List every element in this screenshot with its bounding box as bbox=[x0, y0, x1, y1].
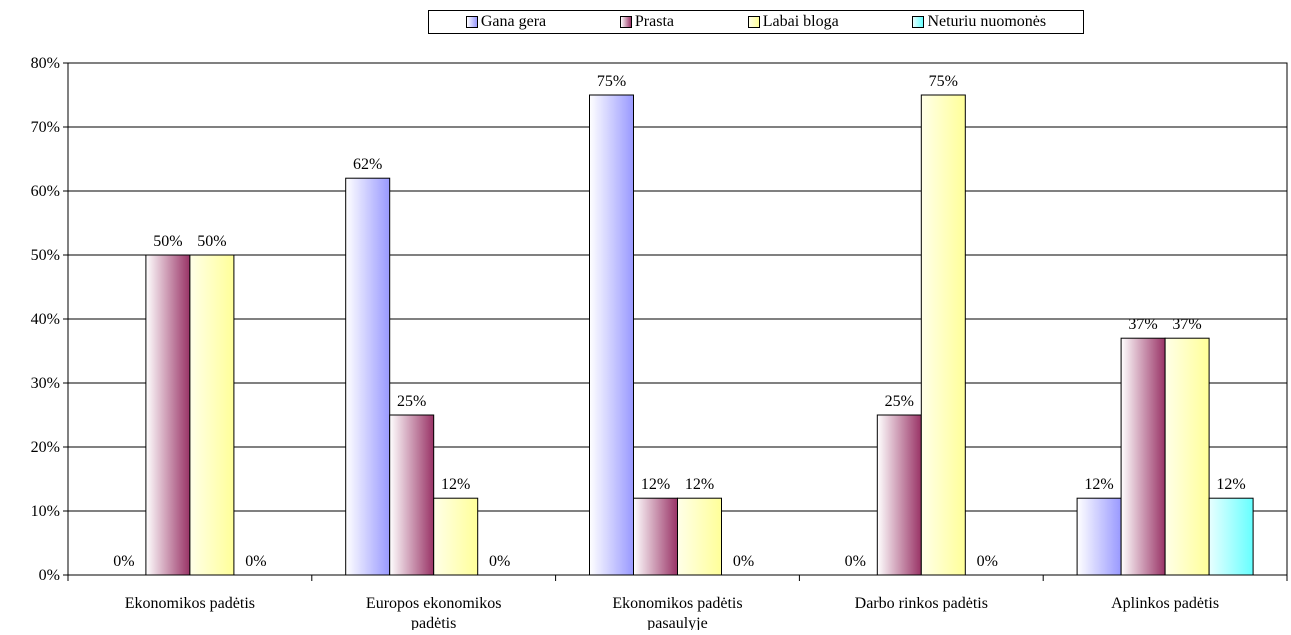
legend-label: Neturiu nuomonės bbox=[927, 13, 1047, 30]
y-tick-label: 10% bbox=[31, 503, 60, 520]
data-label: 50% bbox=[197, 233, 226, 250]
legend-label: Gana gera bbox=[480, 13, 547, 30]
bar bbox=[633, 497, 678, 576]
data-label: 0% bbox=[113, 553, 134, 570]
legend-item: Neturiu nuomonės bbox=[912, 13, 1046, 31]
bar bbox=[189, 254, 235, 576]
axes bbox=[63, 62, 1288, 581]
x-tick-label: pasaulyje bbox=[647, 615, 707, 630]
data-label: 25% bbox=[397, 393, 426, 410]
data-label: 62% bbox=[353, 156, 382, 173]
bar bbox=[677, 497, 722, 576]
legend-item: Prasta bbox=[619, 13, 674, 31]
data-label: 75% bbox=[597, 73, 626, 90]
legend-item: Gana gera bbox=[465, 13, 547, 31]
bar bbox=[1164, 337, 1210, 576]
legend-swatch bbox=[619, 16, 632, 28]
y-tick-label: 70% bbox=[31, 119, 60, 136]
bar bbox=[345, 177, 391, 576]
data-label: 12% bbox=[1084, 476, 1113, 493]
data-label: 12% bbox=[641, 476, 670, 493]
labels: 0% 10% 20% 30% 40% 50% 60% 70% 80% 0% 50% 50% 0% Ekon… bbox=[31, 55, 1246, 632]
x-tick-label: Darbo rinkos padėtis bbox=[855, 595, 988, 612]
data-label: 0% bbox=[489, 553, 510, 570]
bar bbox=[589, 94, 634, 576]
bars bbox=[145, 94, 1254, 576]
legend-swatch bbox=[465, 16, 478, 28]
data-label: 12% bbox=[441, 476, 470, 493]
data-label: 37% bbox=[1128, 316, 1157, 333]
x-tick-label: Aplinkos padėtis bbox=[1111, 595, 1219, 612]
data-label: 25% bbox=[885, 393, 914, 410]
x-tick-label: padėtis bbox=[411, 615, 456, 630]
legend-label: Labai bloga bbox=[762, 13, 839, 30]
y-tick-label: 50% bbox=[31, 247, 60, 264]
bar bbox=[389, 414, 435, 576]
legend-swatch bbox=[747, 16, 760, 28]
chart-legend: Gana gera Prasta Labai bloga Neturiu nuomon… bbox=[428, 10, 1084, 34]
x-tick-label: Ekonomikos padėtis bbox=[125, 595, 255, 612]
bar bbox=[1120, 337, 1166, 576]
bar bbox=[876, 414, 922, 576]
data-label: 12% bbox=[1216, 476, 1245, 493]
gridlines bbox=[68, 62, 1287, 512]
data-label: 75% bbox=[929, 73, 958, 90]
x-tick-label: Europos ekonomikos bbox=[366, 595, 502, 612]
y-tick-label: 80% bbox=[31, 55, 60, 72]
x-tick-label: Ekonomikos padėtis bbox=[612, 595, 742, 612]
legend-item: Labai bloga bbox=[747, 13, 839, 31]
y-tick-label: 20% bbox=[31, 439, 60, 456]
legend-label: Prasta bbox=[634, 13, 674, 30]
y-tick-label: 0% bbox=[39, 567, 60, 584]
y-tick-label: 40% bbox=[31, 311, 60, 328]
data-label: 0% bbox=[733, 553, 754, 570]
bar bbox=[920, 94, 966, 576]
data-label: 0% bbox=[977, 553, 998, 570]
bar bbox=[145, 254, 191, 576]
data-label: 50% bbox=[153, 233, 182, 250]
data-label: 0% bbox=[845, 553, 866, 570]
data-label: 12% bbox=[685, 476, 714, 493]
bar bbox=[1208, 497, 1254, 576]
data-label: 0% bbox=[245, 553, 266, 570]
bar bbox=[1076, 497, 1122, 576]
legend-swatch bbox=[912, 16, 925, 28]
data-label: 37% bbox=[1172, 316, 1201, 333]
bar bbox=[433, 497, 479, 576]
y-tick-label: 60% bbox=[31, 183, 60, 200]
y-tick-label: 30% bbox=[31, 375, 60, 392]
